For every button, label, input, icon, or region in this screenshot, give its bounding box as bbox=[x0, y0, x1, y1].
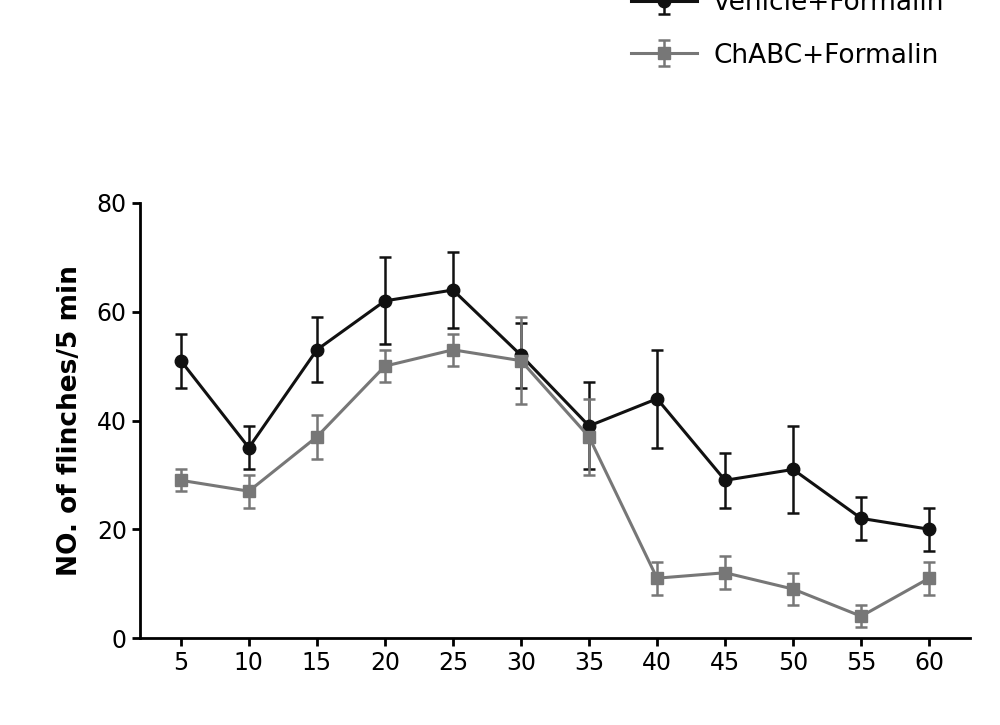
Legend: vehicle+Formalin, ChABC+Formalin: vehicle+Formalin, ChABC+Formalin bbox=[618, 0, 957, 82]
Y-axis label: NO. of flinches/5 min: NO. of flinches/5 min bbox=[57, 265, 83, 576]
